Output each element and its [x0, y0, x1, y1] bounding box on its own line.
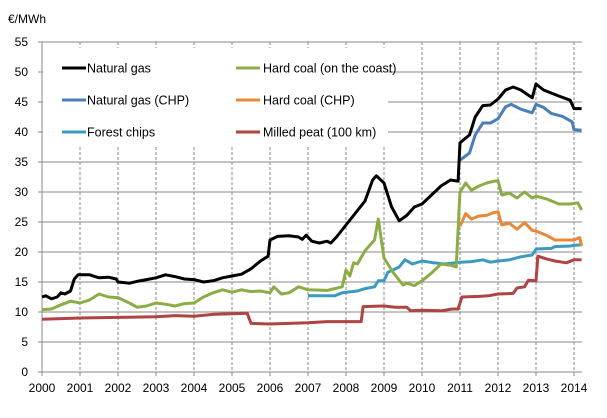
y-tick-label: 40 — [15, 125, 29, 139]
y-tick-label: 0 — [21, 365, 28, 379]
series-line-natural-gas — [41, 82, 582, 301]
x-tick-label: 2010 — [409, 381, 436, 395]
x-tick-label: 2003 — [143, 381, 170, 395]
axes: 0 5 10 15 20 25 30 35 40 45 50 55 2000 2001 2002 2003 20… — [15, 35, 588, 395]
x-tick-label: 2012 — [485, 381, 512, 395]
series-line-hard-coal-chp — [458, 210, 584, 247]
legend-label: Natural gas — [87, 62, 151, 76]
legend-label: Hard coal (on the coast) — [263, 62, 396, 76]
legend-label: Natural gas (CHP) — [87, 94, 189, 108]
x-tick-label: 2002 — [105, 381, 132, 395]
legend-label: Hard coal (CHP) — [263, 94, 355, 108]
y-tick-label: 45 — [15, 95, 29, 109]
y-tick-label: 30 — [15, 185, 29, 199]
y-tick-label: 25 — [15, 215, 29, 229]
x-tick-label: 2008 — [333, 381, 360, 395]
series-line-natural-gas-chp — [459, 102, 582, 162]
y-tick-label: 50 — [15, 65, 29, 79]
x-tick-label: 2004 — [181, 381, 208, 395]
legend-box — [43, 48, 388, 146]
x-tick-label: 2006 — [257, 381, 284, 395]
series-line-hard-coal-on-the-coast — [41, 179, 583, 312]
x-tick-label: 2009 — [371, 381, 398, 395]
y-tick-label: 15 — [15, 275, 29, 289]
x-tick-label: 2001 — [67, 381, 94, 395]
y-axis-label: €/MWh — [8, 12, 46, 26]
x-tick-label: 2005 — [219, 381, 246, 395]
x-tick-label: 2007 — [295, 381, 322, 395]
x-tick-label: 2014 — [561, 381, 588, 395]
legend: Natural gas Hard coal (on the coast) Natur… — [43, 48, 396, 146]
y-tick-label: 20 — [15, 245, 29, 259]
legend-label: Milled peat (100 km) — [263, 126, 376, 140]
x-tick-label: 2000 — [29, 381, 56, 395]
y-tick-label: 55 — [15, 35, 29, 49]
x-tick-label: 2011 — [447, 381, 473, 395]
y-tick-label: 10 — [15, 305, 29, 319]
y-tick-label: 35 — [15, 155, 29, 169]
x-tick-label: 2013 — [523, 381, 550, 395]
series-lines — [41, 82, 584, 326]
series-line-milled-peat-100-km — [41, 254, 582, 326]
legend-label: Forest chips — [87, 126, 155, 140]
y-tick-label: 5 — [21, 335, 28, 349]
